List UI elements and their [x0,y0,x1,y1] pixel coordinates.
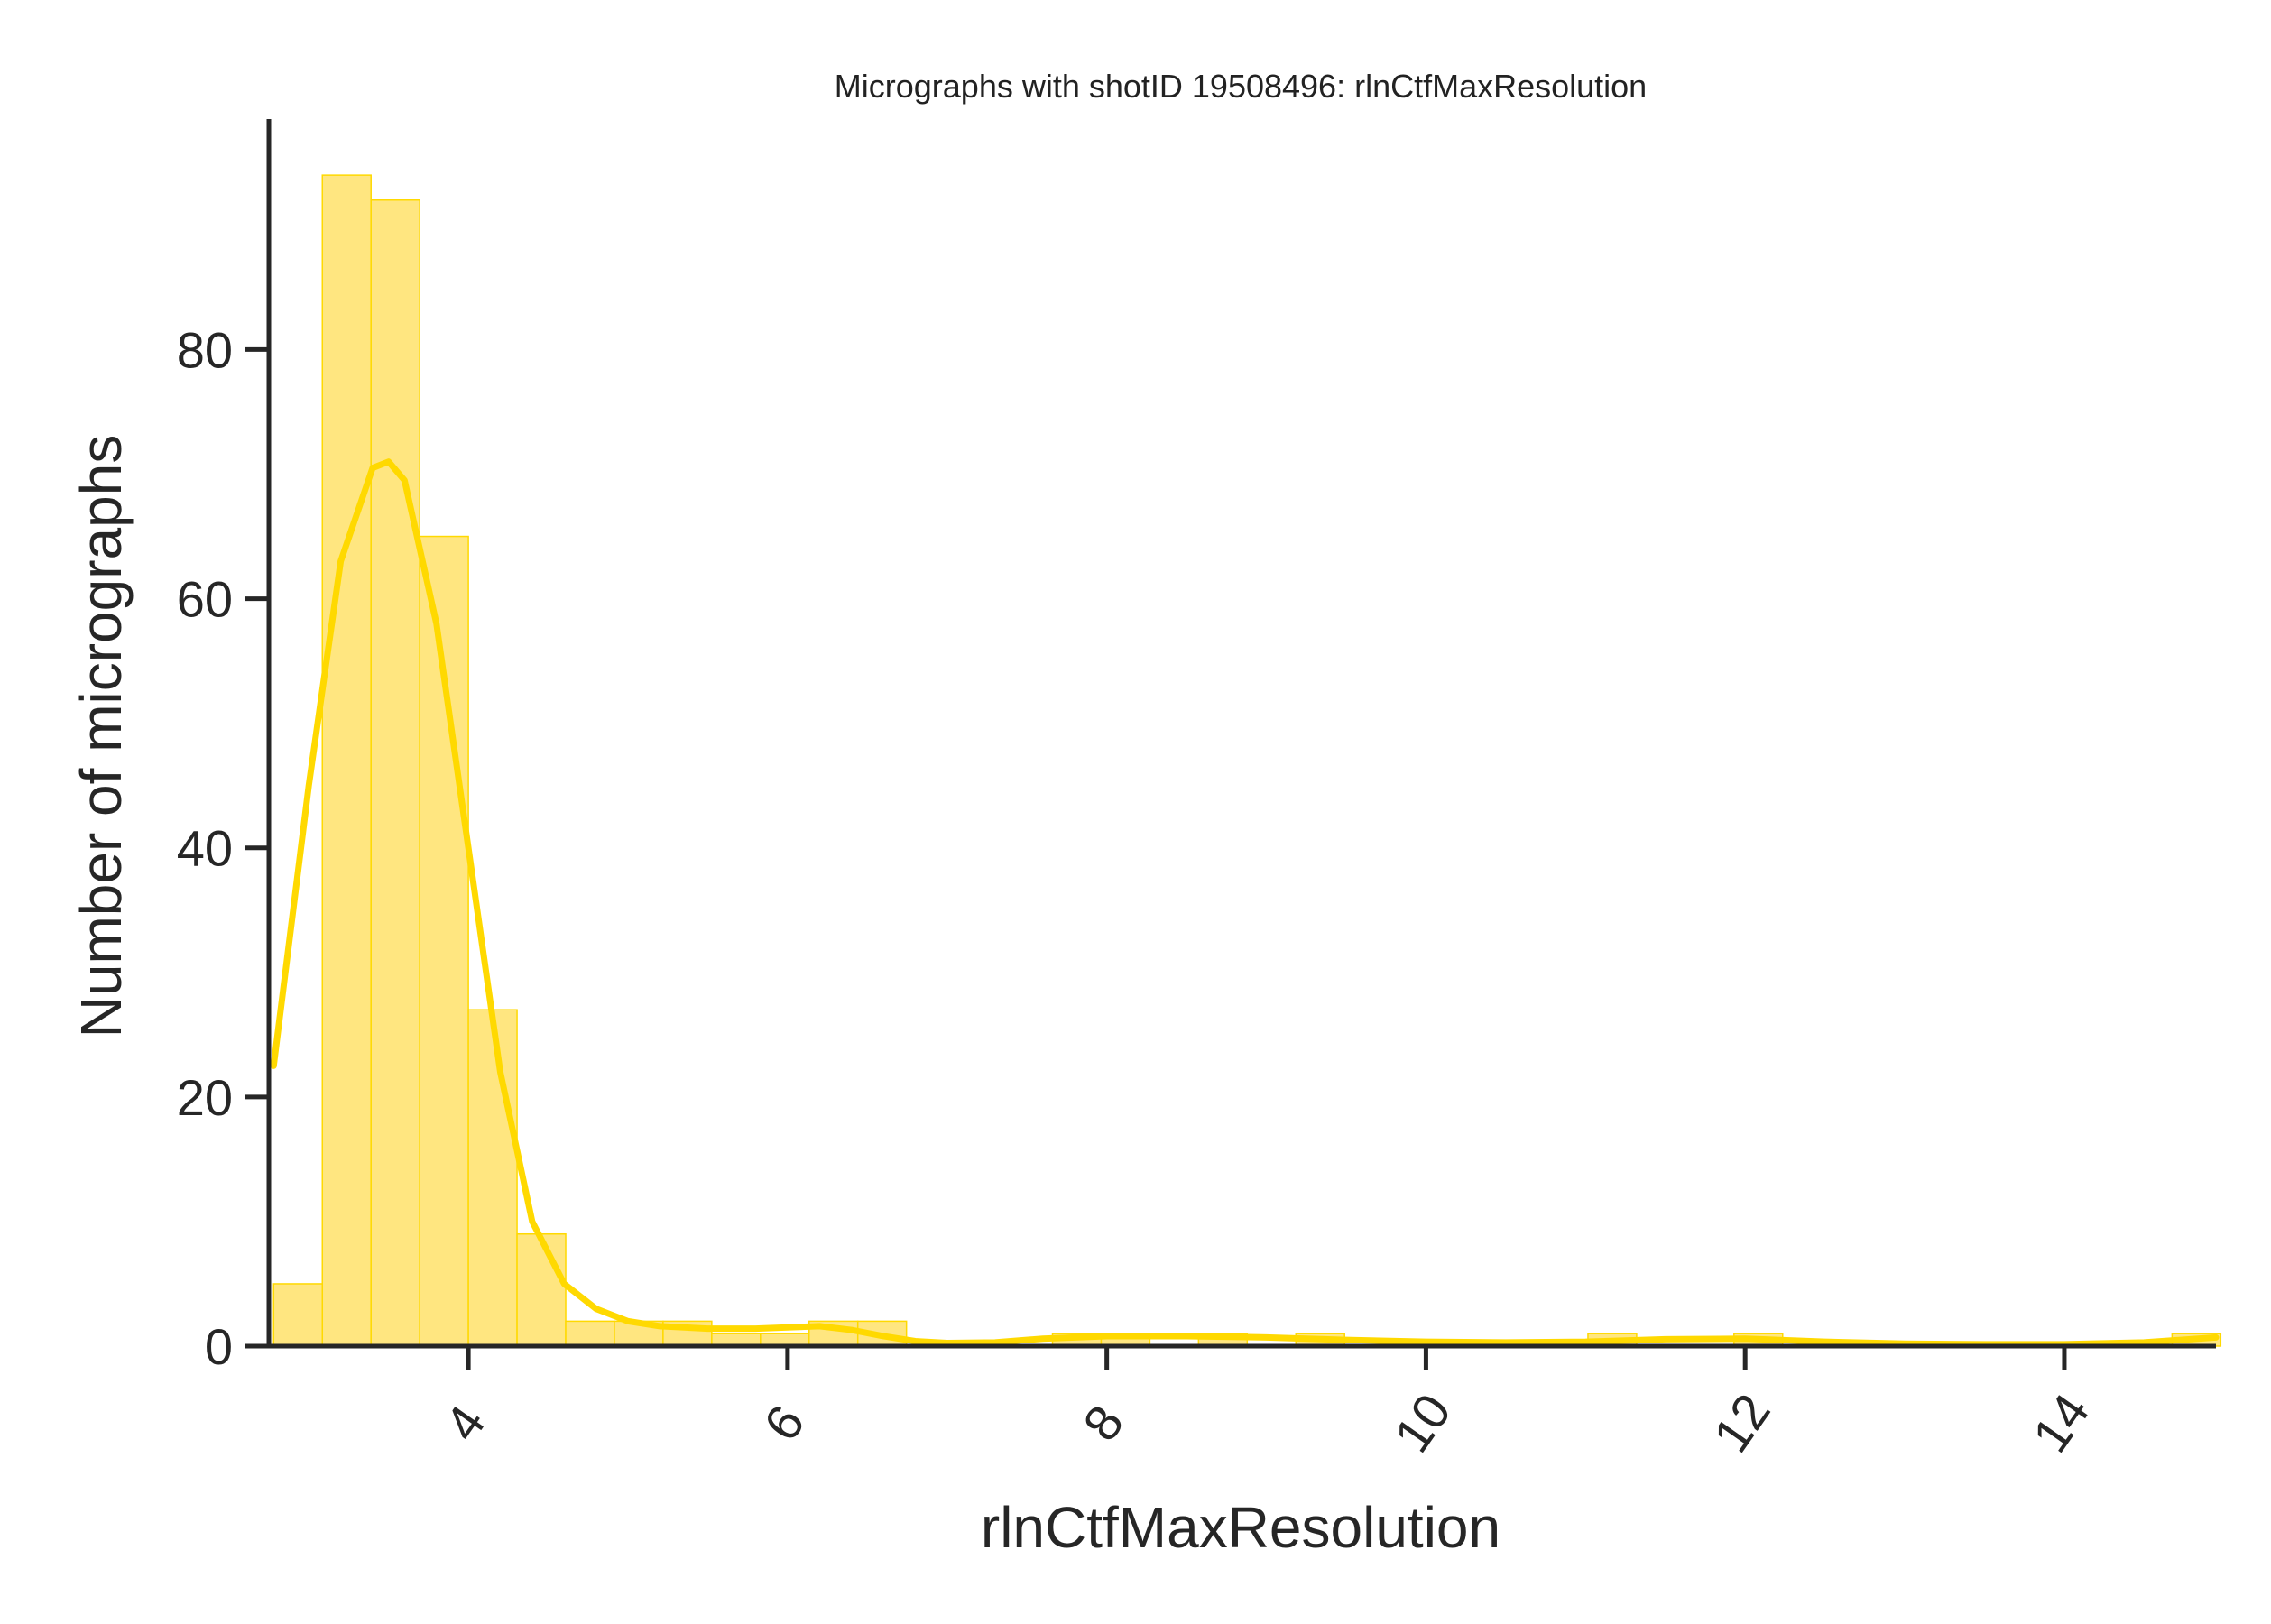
y-tick-label: 60 [177,571,233,628]
histogram-bars [272,174,2222,1347]
y-tick-label: 0 [205,1318,233,1375]
chart-title: Micrographs with shotID 19508496: rlnCtf… [835,68,1647,105]
x-tick-label: 12 [1703,1383,1781,1462]
x-tick-label: 4 [433,1395,495,1451]
kde-curve [270,458,2220,1348]
histogram-bar [321,174,372,1347]
x-tick-label: 8 [1072,1395,1134,1451]
y-tick-label: 40 [177,820,233,877]
y-tick-label: 20 [177,1069,233,1126]
histogram-bar [516,1232,567,1347]
x-tick-label: 6 [752,1395,815,1451]
x-axis-label: rlnCtfMaxResolution [981,1495,1500,1560]
x-tick-label: 10 [1383,1383,1462,1462]
histogram-bar [370,199,420,1347]
y-axis-label: Number of micrographs [69,435,134,1038]
histogram-bar [272,1283,324,1347]
y-tick-label: 80 [177,321,233,378]
x-axis-ticks: 4 6 8 10 12 14 [433,1346,2100,1463]
histogram-bar [565,1320,615,1347]
histogram-bar [467,1009,518,1347]
x-tick-label: 14 [2021,1383,2100,1462]
y-axis-ticks: 0 20 40 60 80 [177,321,269,1375]
